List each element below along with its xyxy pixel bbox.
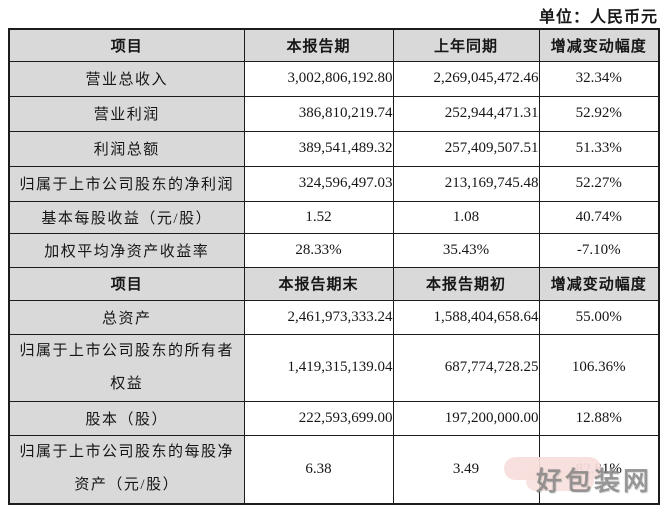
value-change: 40.74% xyxy=(538,200,660,234)
value-period-begin: 1,588,404,658.64 xyxy=(392,299,540,335)
table1-header-row: 项目 本报告期 上年同期 增减变动幅度 xyxy=(8,28,660,62)
value-change: -7.10% xyxy=(538,232,660,268)
col-header-prior-period: 上年同期 xyxy=(392,28,540,62)
value-prior: 35.43% xyxy=(392,232,540,268)
value-change: 12.88% xyxy=(538,400,660,436)
value-change: 51.33% xyxy=(538,130,660,167)
row-label: 归属于上市公司股东的净利润 xyxy=(8,165,245,202)
value-prior: 1.08 xyxy=(392,200,540,234)
value-period-end: 222,593,699.00 xyxy=(243,400,394,436)
value-change: 52.92% xyxy=(538,95,660,132)
col-header-period-begin: 本报告期初 xyxy=(392,266,540,301)
value-change: 32.34% xyxy=(538,60,660,97)
table-row-weighted-roe: 加权平均净资产收益率 28.33% 35.43% -7.10% xyxy=(8,232,660,268)
row-label: 总资产 xyxy=(8,299,245,335)
table-row-owners-equity-attributable: 归属于上市公司股东的所有者 权益 1,419,315,139.04 687,77… xyxy=(8,333,660,402)
value-period-end: 6.38 xyxy=(243,434,394,505)
value-change: 55.00% xyxy=(538,299,660,335)
value-prior: 252,944,471.31 xyxy=(392,95,540,132)
value-prior: 2,269,045,472.46 xyxy=(392,60,540,97)
table-row-total-profit: 利润总额 389,541,489.32 257,409,507.51 51.33… xyxy=(8,130,660,167)
row-label: 股本（股） xyxy=(8,400,245,436)
table2-header-row: 项目 本报告期末 本报告期初 增减变动幅度 xyxy=(8,266,660,301)
row-label: 归属于上市公司股东的每股净 资产（元/股） xyxy=(8,434,245,505)
value-current: 386,810,219.74 xyxy=(243,95,394,132)
value-prior: 257,409,507.51 xyxy=(392,130,540,167)
value-period-end: 1,419,315,139.04 xyxy=(243,333,394,402)
row-label: 利润总额 xyxy=(8,130,245,167)
row-label: 归属于上市公司股东的所有者 权益 xyxy=(8,333,245,402)
value-current: 389,541,489.32 xyxy=(243,130,394,167)
col-header-current-period: 本报告期 xyxy=(243,28,394,62)
table-row-share-capital: 股本（股） 222,593,699.00 197,200,000.00 12.8… xyxy=(8,400,660,436)
value-current: 28.33% xyxy=(243,232,394,268)
value-period-begin: 197,200,000.00 xyxy=(392,400,540,436)
table-row-total-revenue: 营业总收入 3,002,806,192.80 2,269,045,472.46 … xyxy=(8,60,660,97)
value-change: 106.36% xyxy=(538,333,660,402)
row-label: 营业利润 xyxy=(8,95,245,132)
value-period-begin: 687,774,728.25 xyxy=(392,333,540,402)
col-header-change: 增减变动幅度 xyxy=(538,28,660,62)
table-row-operating-profit: 营业利润 386,810,219.74 252,944,471.31 52.92… xyxy=(8,95,660,132)
value-prior: 213,169,745.48 xyxy=(392,165,540,202)
value-period-end: 2,461,973,333.24 xyxy=(243,299,394,335)
table-row-net-profit-attributable: 归属于上市公司股东的净利润 324,596,497.03 213,169,745… xyxy=(8,165,660,202)
value-current: 3,002,806,192.80 xyxy=(243,60,394,97)
col-header-item: 项目 xyxy=(8,266,245,301)
financial-summary-table: 项目 本报告期 上年同期 增减变动幅度 营业总收入 3,002,806,192.… xyxy=(8,28,660,505)
unit-label: 单位：人民币元 xyxy=(538,9,658,26)
col-header-period-end: 本报告期末 xyxy=(243,266,394,301)
value-current: 324,596,497.03 xyxy=(243,165,394,202)
table-row-basic-eps: 基本每股收益（元/股） 1.52 1.08 40.74% xyxy=(8,200,660,234)
col-header-change: 增减变动幅度 xyxy=(538,266,660,301)
row-label: 营业总收入 xyxy=(8,60,245,97)
value-change: 52.27% xyxy=(538,165,660,202)
row-label: 基本每股收益（元/股） xyxy=(8,200,245,234)
row-label: 加权平均净资产收益率 xyxy=(8,232,245,268)
table-row-total-assets: 总资产 2,461,973,333.24 1,588,404,658.64 55… xyxy=(8,299,660,335)
watermark-blob xyxy=(526,471,594,491)
value-current: 1.52 xyxy=(243,200,394,234)
col-header-item: 项目 xyxy=(8,28,245,62)
watermark-text: 好包装网 xyxy=(536,467,653,496)
